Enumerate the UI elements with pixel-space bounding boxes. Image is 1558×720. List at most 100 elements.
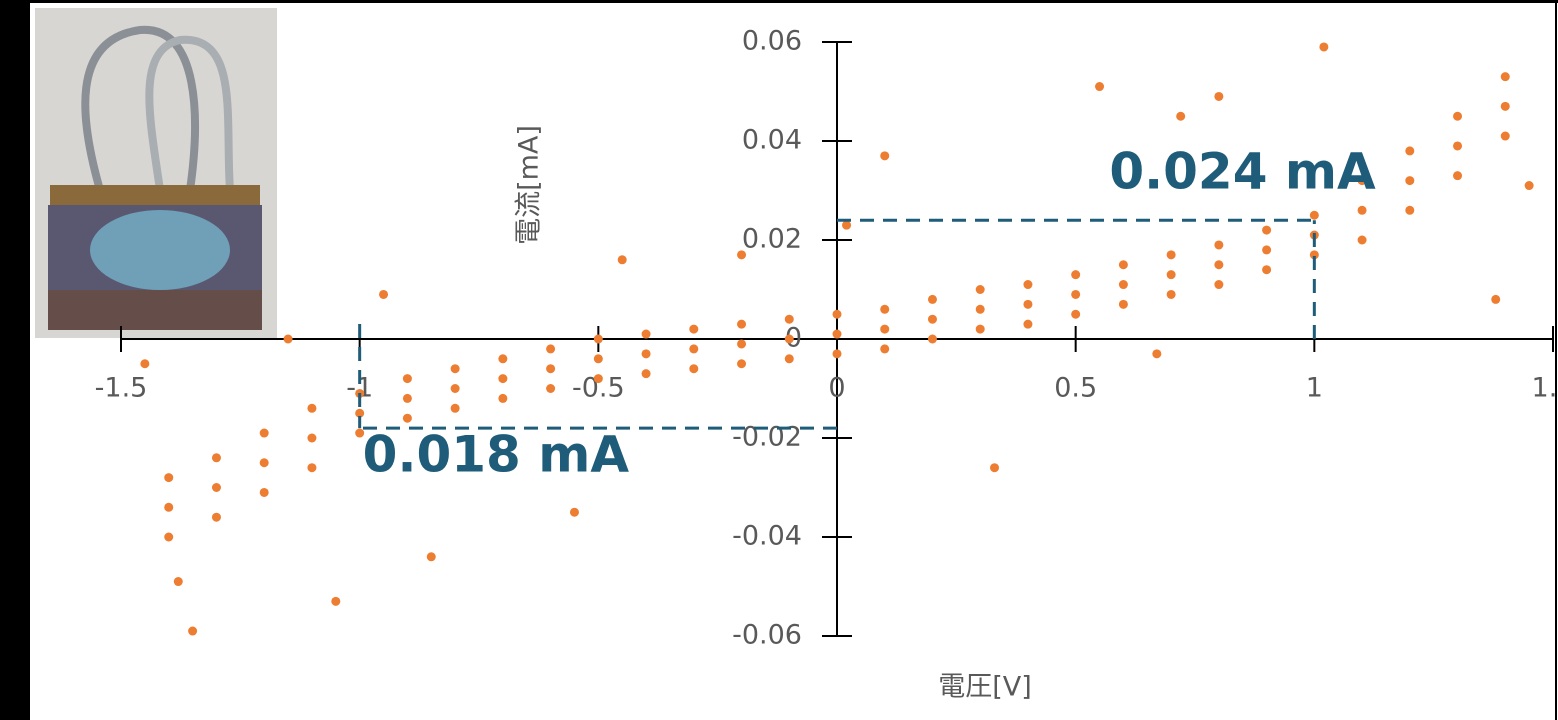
annotation-label: 0.018 mA: [363, 426, 630, 484]
point: [1500, 72, 1510, 82]
point: [307, 433, 317, 443]
point: [1214, 260, 1224, 270]
point: [450, 403, 460, 413]
point: [737, 319, 747, 329]
point: [173, 577, 183, 587]
point: [1118, 260, 1128, 270]
point: [188, 626, 198, 636]
point: [1166, 289, 1176, 299]
point: [593, 374, 603, 384]
point: [546, 344, 556, 354]
y-tick-label: -0.04: [732, 521, 802, 552]
point: [975, 304, 985, 314]
point: [1262, 265, 1272, 275]
point: [426, 552, 436, 562]
point: [259, 428, 269, 438]
point: [1095, 82, 1105, 92]
point: [1453, 171, 1463, 181]
point: [355, 428, 365, 438]
point: [737, 359, 747, 369]
point: [737, 250, 747, 260]
point: [784, 354, 794, 364]
x-tick-label: -1.5: [95, 373, 148, 404]
point: [1524, 181, 1534, 191]
point: [832, 309, 842, 319]
point: [402, 374, 412, 384]
point: [1262, 225, 1272, 235]
point: [1500, 101, 1510, 111]
point: [975, 285, 985, 294]
point: [927, 334, 937, 344]
point: [211, 512, 221, 522]
point: [689, 364, 699, 374]
point: [1023, 299, 1033, 309]
point: [784, 334, 794, 344]
point: [164, 502, 174, 512]
point: [1214, 280, 1224, 290]
point: [164, 473, 174, 483]
x-axis-title: 電圧[V]: [938, 672, 1032, 703]
point: [1319, 42, 1329, 52]
x-tick-label: 0: [828, 373, 845, 404]
point: [307, 463, 317, 473]
point: [1357, 205, 1367, 215]
point: [641, 329, 651, 339]
point: [1453, 111, 1463, 121]
point: [259, 487, 269, 497]
point: [1453, 141, 1463, 151]
point: [1023, 319, 1033, 329]
x-tick-label: 1: [1306, 373, 1323, 404]
point: [1405, 176, 1415, 186]
x-tick-label: 1.5: [1532, 373, 1558, 404]
point: [1071, 289, 1081, 299]
y-axis-title: 電流[mA]: [514, 125, 545, 245]
point: [1118, 280, 1128, 290]
point: [1309, 250, 1319, 260]
point: [927, 314, 937, 324]
point: [737, 339, 747, 349]
point: [880, 344, 890, 354]
point: [1357, 235, 1367, 245]
point: [1309, 210, 1319, 220]
point: [1166, 250, 1176, 260]
point: [593, 334, 603, 344]
point: [832, 329, 842, 339]
point: [211, 483, 221, 492]
point: [1262, 245, 1272, 255]
point: [990, 463, 1000, 473]
point: [283, 334, 293, 344]
point: [975, 324, 985, 334]
point: [259, 458, 269, 468]
point: [880, 324, 890, 334]
point: [1152, 349, 1162, 359]
y-tick-label: -0.02: [732, 422, 802, 453]
x-tick-label: 0.5: [1054, 373, 1097, 404]
point: [450, 384, 460, 393]
point: [569, 507, 579, 517]
point: [546, 364, 556, 374]
point: [1405, 146, 1415, 156]
y-tick-label: -0.06: [732, 620, 802, 651]
point: [1214, 91, 1224, 101]
y-tick-label: 0.04: [742, 125, 802, 156]
top-border: [0, 0, 1558, 3]
point: [498, 393, 508, 403]
point: [546, 384, 556, 393]
point: [927, 294, 937, 304]
point: [880, 151, 890, 161]
point: [402, 413, 412, 423]
point: [307, 403, 317, 413]
point: [402, 393, 412, 403]
point: [355, 408, 365, 418]
point: [689, 324, 699, 334]
point: [164, 532, 174, 542]
point: [641, 369, 651, 379]
point: [1071, 270, 1081, 280]
point: [1405, 205, 1415, 215]
point: [1491, 294, 1501, 304]
point: [832, 349, 842, 359]
point: [1500, 131, 1510, 141]
point: [880, 304, 890, 314]
annotation-label: 0.024 mA: [1109, 143, 1376, 201]
